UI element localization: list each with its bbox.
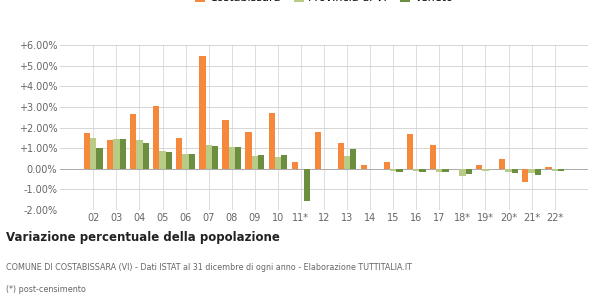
Bar: [223, 120, 229, 169]
Bar: [558, 169, 564, 171]
Bar: [442, 169, 449, 172]
Bar: [419, 169, 425, 172]
Bar: [97, 148, 103, 169]
Bar: [551, 169, 558, 171]
Bar: [130, 114, 136, 169]
Bar: [522, 169, 529, 182]
Bar: [153, 106, 160, 169]
Bar: [350, 149, 356, 169]
Text: COMUNE DI COSTABISSARA (VI) - Dati ISTAT al 31 dicembre di ogni anno - Elaborazi: COMUNE DI COSTABISSARA (VI) - Dati ISTAT…: [6, 263, 412, 272]
Bar: [90, 138, 97, 169]
Text: Variazione percentuale della popolazione: Variazione percentuale della popolazione: [6, 232, 280, 244]
Bar: [275, 158, 281, 169]
Bar: [499, 160, 505, 169]
Bar: [176, 138, 182, 169]
Bar: [281, 155, 287, 169]
Bar: [384, 161, 390, 169]
Bar: [182, 154, 189, 169]
Bar: [476, 165, 482, 169]
Bar: [258, 155, 264, 169]
Bar: [413, 169, 419, 171]
Bar: [361, 165, 367, 169]
Bar: [189, 154, 195, 169]
Bar: [535, 169, 541, 175]
Bar: [397, 169, 403, 172]
Bar: [143, 143, 149, 169]
Bar: [304, 169, 310, 201]
Text: (*) post-censimento: (*) post-censimento: [6, 286, 86, 295]
Bar: [459, 169, 466, 176]
Bar: [407, 134, 413, 169]
Bar: [430, 145, 436, 169]
Bar: [390, 169, 397, 171]
Bar: [292, 161, 298, 169]
Bar: [482, 169, 488, 171]
Bar: [344, 156, 350, 169]
Bar: [107, 140, 113, 169]
Bar: [136, 140, 143, 169]
Bar: [505, 169, 512, 172]
Bar: [199, 56, 206, 169]
Bar: [160, 151, 166, 169]
Bar: [269, 113, 275, 169]
Bar: [245, 132, 251, 169]
Bar: [166, 152, 172, 169]
Bar: [251, 156, 258, 169]
Bar: [212, 146, 218, 169]
Bar: [512, 169, 518, 173]
Bar: [436, 169, 442, 172]
Bar: [338, 143, 344, 169]
Legend: Costabissara, Provincia di VI, Veneto: Costabissara, Provincia di VI, Veneto: [190, 0, 458, 7]
Bar: [235, 147, 241, 169]
Bar: [529, 169, 535, 173]
Bar: [113, 139, 119, 169]
Bar: [229, 147, 235, 169]
Bar: [545, 167, 551, 169]
Bar: [314, 132, 321, 169]
Bar: [206, 145, 212, 169]
Bar: [466, 169, 472, 174]
Bar: [119, 139, 126, 169]
Bar: [84, 133, 90, 169]
